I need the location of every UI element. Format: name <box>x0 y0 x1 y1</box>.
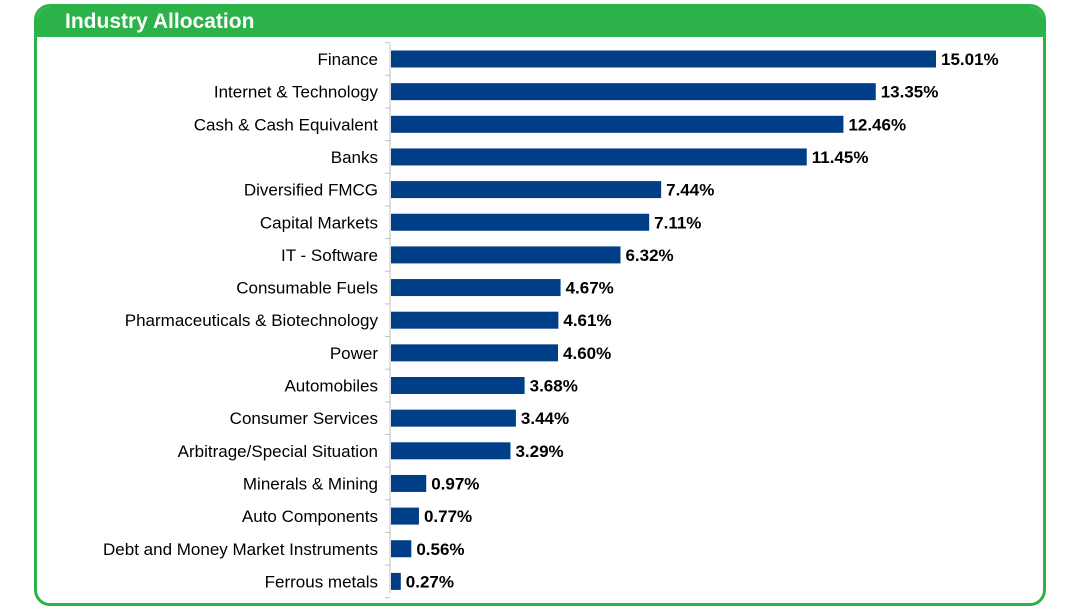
bar <box>391 213 650 231</box>
category-label: IT - Software <box>281 246 378 265</box>
data-label: 6.32% <box>625 246 673 265</box>
category-label: Capital Markets <box>260 213 378 232</box>
category-label: Auto Components <box>242 507 378 526</box>
category-label: Consumable Fuels <box>236 279 378 298</box>
bar <box>391 409 516 427</box>
category-label: Pharmaceuticals & Biotechnology <box>125 311 379 330</box>
category-label: Banks <box>331 148 378 167</box>
data-label: 4.67% <box>566 279 614 298</box>
data-label: 15.01% <box>941 50 999 69</box>
category-label: Cash & Cash Equivalent <box>194 115 379 134</box>
bar <box>391 540 412 558</box>
category-label: Power <box>330 344 379 363</box>
category-label: Automobiles <box>284 377 378 396</box>
data-label: 3.68% <box>530 377 578 396</box>
data-label: 0.56% <box>416 540 464 559</box>
bar <box>391 311 559 329</box>
bar <box>391 572 401 590</box>
panel-header: Industry Allocation <box>37 7 1043 37</box>
bar <box>391 507 419 525</box>
data-label: 12.46% <box>848 115 906 134</box>
bar <box>391 115 844 133</box>
data-label: 13.35% <box>881 83 939 102</box>
data-label: 0.97% <box>431 474 479 493</box>
data-label: 11.45% <box>812 148 869 167</box>
data-label: 3.29% <box>515 442 563 461</box>
bar <box>391 377 525 394</box>
bar <box>391 442 511 460</box>
category-label: Consumer Services <box>230 409 378 428</box>
category-label: Internet & Technology <box>214 83 379 102</box>
bar <box>391 344 559 362</box>
data-label: 3.44% <box>521 409 569 428</box>
bar <box>391 279 561 297</box>
bar <box>391 246 621 264</box>
data-label: 7.44% <box>666 181 714 200</box>
bar <box>391 148 807 166</box>
industry-allocation-panel: Industry Allocation <box>34 4 1046 606</box>
category-label: Finance <box>318 50 378 69</box>
bar <box>391 50 936 68</box>
bar <box>391 181 662 199</box>
category-label: Diversified FMCG <box>244 181 378 200</box>
data-label: 4.60% <box>563 344 611 363</box>
panel-title: Industry Allocation <box>65 10 255 33</box>
data-label: 0.27% <box>406 572 454 591</box>
category-label: Ferrous metals <box>265 572 378 591</box>
category-label: Debt and Money Market Instruments <box>103 540 378 559</box>
data-label: 7.11% <box>654 213 701 232</box>
category-label: Minerals & Mining <box>243 474 378 493</box>
data-label: 0.77% <box>424 507 472 526</box>
data-label: 4.61% <box>563 311 611 330</box>
category-label: Arbitrage/Special Situation <box>178 442 378 461</box>
bar <box>391 474 427 492</box>
bar <box>391 83 876 101</box>
